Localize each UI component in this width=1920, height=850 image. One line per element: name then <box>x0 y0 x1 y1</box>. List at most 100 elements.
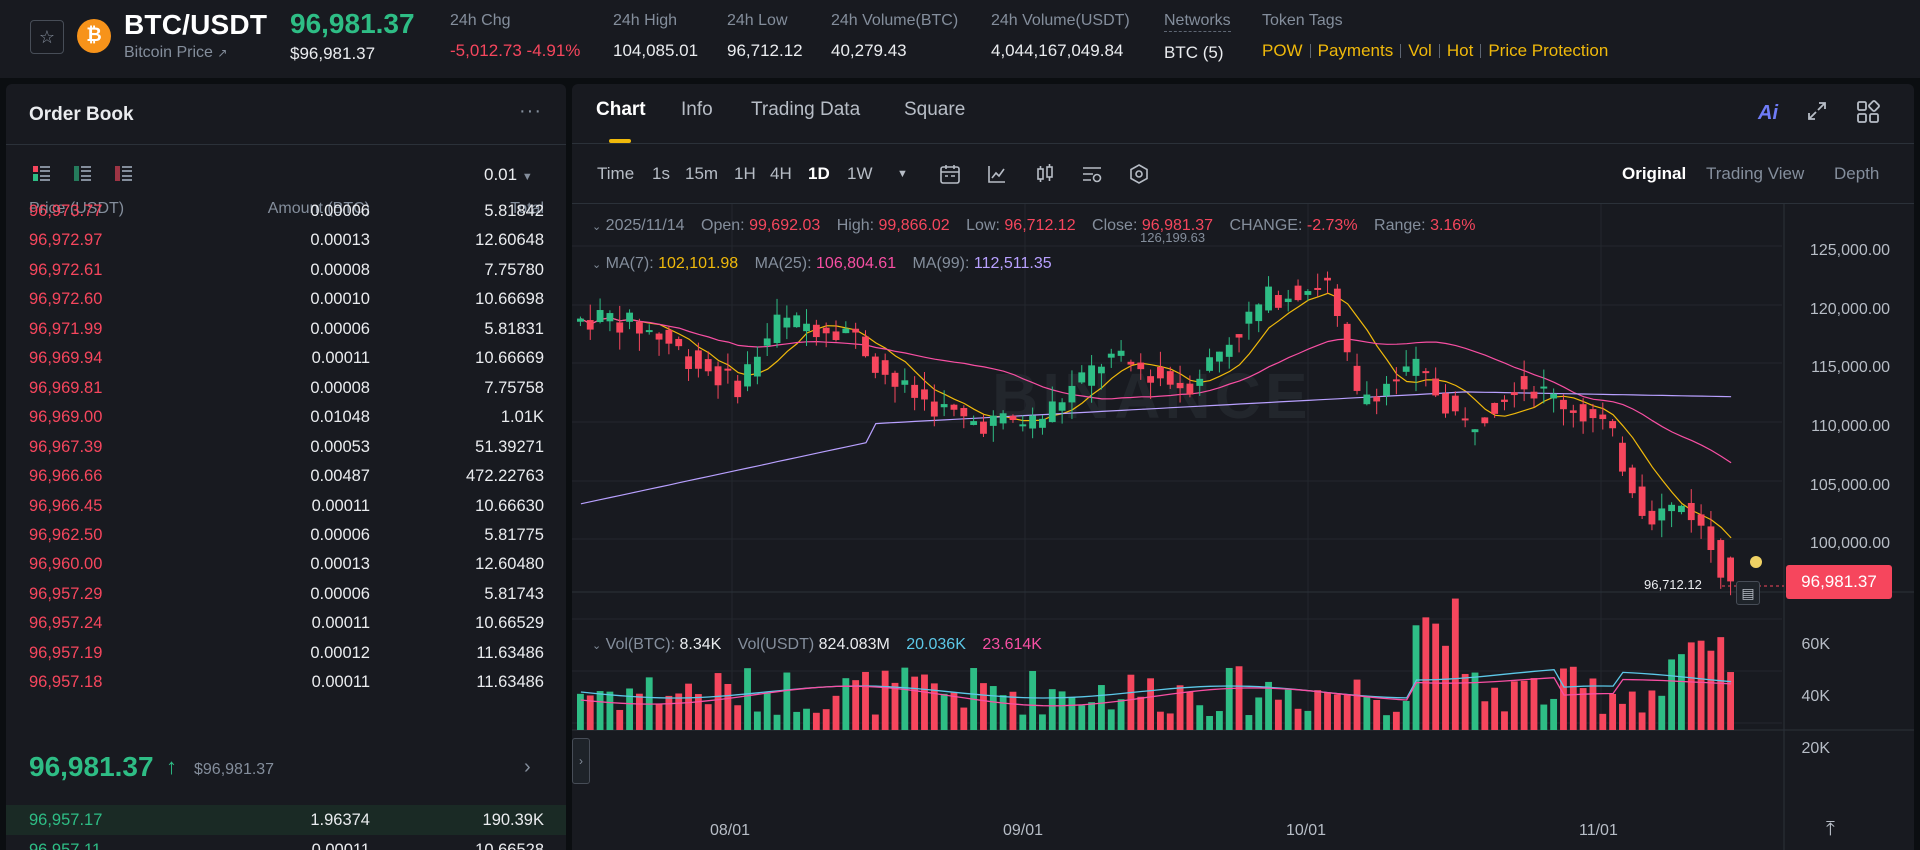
layout-grid-icon[interactable] <box>1856 100 1880 124</box>
ask-row[interactable]: 96,972.60 0.00010 10.66698 <box>6 284 566 314</box>
ask-amount: 0.00008 <box>310 378 370 397</box>
interval-more-caret-icon[interactable]: ▼ <box>897 168 908 180</box>
tab-trading-data[interactable]: Trading Data <box>751 99 861 120</box>
volume-bar <box>724 683 732 730</box>
ask-row[interactable]: 96,957.18 0.00011 11.63486 <box>6 667 566 697</box>
ask-row[interactable]: 96,972.97 0.00013 12.60648 <box>6 225 566 255</box>
more-options-icon[interactable]: ··· <box>519 100 542 122</box>
token-tag-list: POW Payments Vol Hot Price Protection <box>1262 41 1608 61</box>
bid-amount: 1.96374 <box>310 811 370 829</box>
ask-total: 11.63486 <box>476 673 544 692</box>
precision-select[interactable]: 0.01 ▼ <box>484 165 533 184</box>
indicator-icon[interactable] <box>986 163 1008 185</box>
ask-amount: 0.00006 <box>310 202 370 220</box>
ask-row[interactable]: 96,966.66 0.00487 472.22763 <box>6 461 566 491</box>
candle-body <box>1392 379 1400 382</box>
candle-body <box>1383 383 1390 396</box>
candle-body <box>1727 557 1734 582</box>
ask-row[interactable]: 96,973.77 0.00006 5.81842 <box>6 196 566 226</box>
view-both-sides-icon[interactable] <box>33 166 50 181</box>
volume-bar <box>1638 712 1646 730</box>
interval-1w[interactable]: 1W <box>847 164 873 183</box>
stat-networks[interactable]: Networks BTC (5) <box>1164 12 1231 62</box>
token-tag[interactable]: Vol <box>1408 41 1432 60</box>
candle-body <box>577 318 584 322</box>
bid-row[interactable]: 96,957.11 0.00011 10.66528 <box>6 835 566 850</box>
interval-4h[interactable]: 4H <box>770 164 792 183</box>
volume-bar <box>577 693 584 730</box>
candle-body <box>1668 504 1676 512</box>
volume-bar <box>1412 625 1420 730</box>
candle-type-icon[interactable] <box>1034 163 1056 185</box>
volume-bar <box>1284 689 1292 730</box>
ask-amount: 0.01048 <box>310 408 370 427</box>
ask-row[interactable]: 96,957.24 0.00011 10.66529 <box>6 608 566 638</box>
tab-chart[interactable]: Chart <box>596 99 646 120</box>
chevron-right-icon[interactable]: › <box>524 756 531 778</box>
mid-price-row[interactable]: 96,981.37 ↑ $96,981.37 › <box>6 744 566 794</box>
column-header-amount: Amount (BTC) <box>267 200 370 217</box>
drawing-tools-icon[interactable] <box>1128 163 1150 185</box>
view-asks-icon[interactable] <box>115 166 132 181</box>
collapse-caret-icon[interactable]: ⌄ <box>592 259 602 271</box>
volume-bar <box>950 692 958 730</box>
pair-subtitle-link[interactable]: Bitcoin Price ↗ <box>124 44 228 61</box>
interval-1s[interactable]: 1s <box>652 164 670 183</box>
interval-15m[interactable]: 15m <box>685 164 719 183</box>
ask-row[interactable]: 96,971.99 0.00006 5.81831 <box>6 314 566 344</box>
ask-row[interactable]: 96,972.61 0.00008 7.75780 <box>6 255 566 285</box>
chart-settings-icon[interactable] <box>1081 163 1103 185</box>
date-axis-label: 08/01 <box>710 822 751 839</box>
candle-body <box>1520 376 1528 390</box>
token-tag[interactable]: POW <box>1262 41 1303 60</box>
scroll-handle[interactable]: › <box>572 738 590 784</box>
volume-bar <box>626 688 633 730</box>
view-bids-icon[interactable] <box>74 166 91 181</box>
token-tag[interactable]: Hot <box>1446 41 1474 60</box>
view-trading-view[interactable]: Trading View <box>1706 164 1805 183</box>
bid-amount: 0.00011 <box>311 840 370 850</box>
token-tag[interactable]: Price Protection <box>1488 41 1609 60</box>
ask-price: 96,969.00 <box>29 408 103 427</box>
ask-row[interactable]: 96,962.50 0.00006 5.81775 <box>6 520 566 550</box>
view-original[interactable]: Original <box>1622 164 1687 183</box>
tab-square[interactable]: Square <box>904 99 966 120</box>
calendar-icon[interactable] <box>939 163 961 185</box>
ask-row[interactable]: 96,967.39 0.00053 51.39271 <box>6 432 566 462</box>
fit-chart-icon[interactable]: ⤒ <box>1826 818 1835 840</box>
candle-body <box>1432 378 1440 396</box>
volume-bar <box>803 708 810 730</box>
candle-body <box>753 356 761 377</box>
fullscreen-icon[interactable] <box>1806 100 1828 122</box>
tab-info[interactable]: Info <box>681 99 713 120</box>
interval-1h[interactable]: 1H <box>734 164 756 183</box>
volume-bar <box>871 714 879 730</box>
column-header-price: Price (USDT) <box>29 200 125 217</box>
ask-amount: 0.00487 <box>310 467 370 486</box>
volume-bar <box>822 709 830 730</box>
ask-row[interactable]: 96,969.94 0.00011 10.66669 <box>6 343 566 373</box>
ask-row[interactable]: 96,969.81 0.00008 7.75758 <box>6 373 566 403</box>
view-depth[interactable]: Depth <box>1834 164 1880 183</box>
volume-bar <box>1481 701 1489 730</box>
candlestick-chart[interactable] <box>572 204 1914 850</box>
volume-bar <box>1609 693 1617 730</box>
ask-row[interactable]: 96,960.00 0.00013 12.60480 <box>6 549 566 579</box>
token-tag[interactable]: Payments <box>1317 41 1394 60</box>
ai-assistant-icon[interactable]: Ai <box>1758 102 1778 124</box>
ask-row[interactable]: 96,969.00 0.01048 1.01K <box>6 402 566 432</box>
collapse-caret-icon[interactable]: ⌄ <box>592 221 602 233</box>
volume-bar <box>1550 698 1558 730</box>
interval-1d[interactable]: 1D <box>808 164 830 183</box>
collapse-caret-icon[interactable]: ⌄ <box>592 640 602 652</box>
ask-amount: 0.00011 <box>311 496 370 515</box>
interval-time[interactable]: Time <box>597 164 635 183</box>
bid-row[interactable]: 96,957.17 1.96374 190.39K <box>6 805 566 835</box>
favorite-star-icon[interactable]: ☆ <box>30 20 64 54</box>
note-icon[interactable]: ▤ <box>1736 581 1760 605</box>
ask-row[interactable]: 96,957.29 0.00006 5.81743 <box>6 579 566 609</box>
candle-body <box>1422 371 1430 374</box>
ask-row[interactable]: 96,957.19 0.00012 11.63486 <box>6 638 566 668</box>
pair-title[interactable]: BTC/USDT <box>124 9 268 40</box>
ask-row[interactable]: 96,966.45 0.00011 10.66630 <box>6 491 566 521</box>
